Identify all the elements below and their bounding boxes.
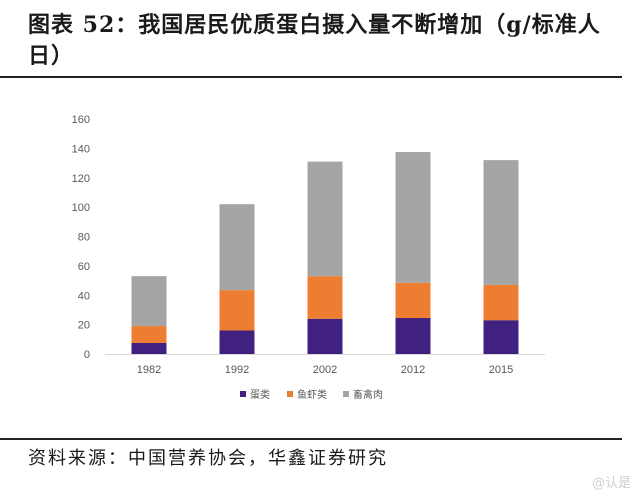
y-tick-label: 40 bbox=[78, 290, 90, 302]
watermark: @认是 bbox=[592, 476, 632, 491]
y-tick-label: 0 bbox=[84, 349, 90, 361]
y-tick-label: 120 bbox=[72, 173, 90, 185]
bars bbox=[131, 152, 519, 354]
bar-segment-鱼虾类-2012 bbox=[395, 282, 431, 319]
legend-label: 鱼虾类 bbox=[297, 388, 327, 401]
figure-title: 图表 52：我国居民优质蛋白摄入量不断增加（g/标准人日） bbox=[28, 12, 601, 69]
y-tick-label: 160 bbox=[72, 114, 90, 126]
y-axis-ticks: 0 20 40 60 80 100 120 140 160 bbox=[72, 114, 90, 361]
bar-segment-蛋类-1992 bbox=[219, 330, 255, 354]
bottom-divider bbox=[0, 438, 622, 440]
x-tick-label: 2015 bbox=[489, 364, 513, 376]
y-tick-label: 140 bbox=[72, 143, 90, 155]
legend-label: 畜禽肉 bbox=[353, 388, 383, 401]
bar-segment-蛋类-1982 bbox=[131, 342, 167, 354]
legend-swatch bbox=[287, 391, 293, 397]
bar-segment-畜禽肉-2012 bbox=[395, 152, 431, 283]
x-tick-label: 1982 bbox=[137, 364, 161, 376]
bar-segment-畜禽肉-1992 bbox=[219, 204, 255, 291]
legend: 蛋类 鱼虾类 畜禽肉 bbox=[240, 388, 383, 401]
bar-segment-鱼虾类-1992 bbox=[219, 290, 255, 331]
bar-segment-畜禽肉-2015 bbox=[483, 160, 519, 285]
x-tick-label: 1992 bbox=[225, 364, 249, 376]
source-note: 资料来源：中国营养协会，华鑫证券研究 bbox=[28, 448, 388, 469]
bar-segment-畜禽肉-1982 bbox=[131, 276, 167, 327]
bar-segment-鱼虾类-1982 bbox=[131, 326, 167, 343]
legend-label: 蛋类 bbox=[250, 388, 270, 401]
top-divider bbox=[0, 76, 622, 78]
legend-swatch bbox=[343, 391, 349, 397]
y-tick-label: 100 bbox=[72, 202, 90, 214]
bar-segment-畜禽肉-2002 bbox=[307, 161, 343, 277]
y-tick-label: 20 bbox=[78, 320, 90, 332]
bar-segment-蛋类-2002 bbox=[307, 318, 343, 354]
bar-segment-鱼虾类-2002 bbox=[307, 276, 343, 319]
y-tick-label: 80 bbox=[78, 232, 90, 244]
bar-segment-蛋类-2012 bbox=[395, 318, 431, 354]
bar-segment-鱼虾类-2015 bbox=[483, 284, 519, 321]
x-tick-label: 2002 bbox=[313, 364, 337, 376]
x-axis-ticks: 1982 1992 2002 2012 2015 bbox=[137, 364, 513, 376]
y-tick-label: 60 bbox=[78, 261, 90, 273]
x-tick-label: 2012 bbox=[401, 364, 425, 376]
legend-swatch bbox=[240, 391, 246, 397]
stacked-bar-chart: 0 20 40 60 80 100 120 140 160 1982 1992 2002 2012 20… bbox=[72, 114, 545, 401]
bar-segment-蛋类-2015 bbox=[483, 320, 519, 354]
